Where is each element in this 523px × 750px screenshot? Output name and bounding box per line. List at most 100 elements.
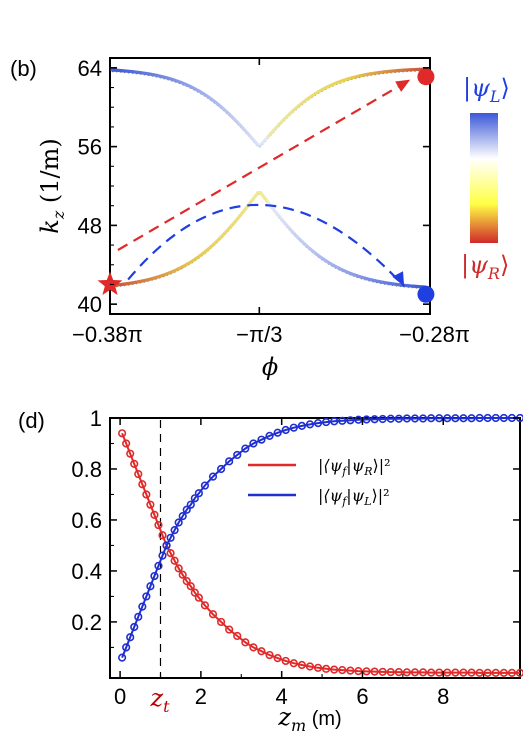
x-tick-label: 4: [276, 684, 288, 709]
data-point: [208, 610, 218, 619]
data-point: [289, 423, 298, 432]
data-point: [410, 668, 420, 677]
data-point: [257, 435, 266, 444]
data-point: [158, 531, 167, 540]
path-arrows: [117, 78, 411, 288]
data-point: [378, 414, 387, 424]
data-point: [170, 556, 179, 565]
data-point: [281, 425, 290, 435]
panel-b-ticks: 40 48 56 64 −0.38π −π/3 −0.28π: [72, 56, 470, 347]
data-point: [166, 548, 175, 558]
data-point: [138, 480, 147, 489]
data-point: [265, 650, 274, 660]
y-label-k: k: [36, 219, 64, 234]
data-point: [273, 428, 282, 437]
data-point: [370, 667, 379, 676]
data-point: [305, 420, 315, 429]
data-point: [467, 414, 476, 423]
data-point: [322, 417, 331, 427]
colorbar-top-label: |ψL⟩: [463, 74, 510, 106]
data-point: [475, 668, 484, 678]
data-point: [378, 667, 387, 676]
data-point: [233, 631, 242, 641]
data-point: [194, 489, 203, 498]
state-markers: [97, 68, 435, 303]
data-point: [370, 415, 379, 424]
data-point: [483, 668, 492, 678]
y-tick-label: 56: [78, 135, 102, 160]
data-point: [451, 668, 460, 677]
arrow-path-0: [117, 78, 411, 251]
data-point: [134, 612, 143, 621]
y-tick-label: 0.6: [71, 508, 102, 533]
x-tick-label: 0: [114, 684, 126, 709]
data-point: [273, 654, 282, 663]
data-point: [200, 601, 210, 610]
data-point: [208, 472, 218, 481]
data-point: [166, 533, 175, 542]
data-point: [402, 414, 411, 423]
data-point: [515, 668, 523, 678]
data-point: [313, 418, 323, 428]
data-point: [402, 668, 411, 677]
data-point: [427, 414, 436, 423]
data-point: [491, 413, 500, 423]
svg-text:kz (1/m): kz (1/m): [36, 138, 68, 233]
colorbar: |ψL⟩ |ψR⟩: [461, 74, 510, 283]
data-point: [122, 439, 131, 448]
upper-band: [110, 67, 427, 148]
legend-entry: |⟨ψf|ψL⟩|²: [318, 486, 390, 508]
data-point: [386, 414, 395, 423]
y-tick-label: 64: [78, 56, 102, 81]
data-point: [281, 656, 290, 666]
data-point: [499, 413, 508, 423]
arrow-path-1: [127, 203, 405, 288]
data-point: [386, 668, 395, 677]
data-point: [459, 414, 468, 423]
data-point: [305, 662, 315, 671]
data-point: [118, 653, 127, 662]
data-point: [186, 582, 195, 591]
data-point: [346, 416, 355, 425]
x-tick-label: 6: [356, 684, 368, 709]
data-point: [130, 622, 139, 632]
x-tick-label: −0.38π: [72, 322, 143, 347]
data-point: [216, 617, 226, 627]
series-L: [118, 413, 523, 662]
data-point: [499, 668, 508, 678]
data-point: [186, 500, 195, 509]
series-line: [121, 432, 520, 674]
data-point: [216, 464, 226, 474]
data-point: [190, 588, 199, 597]
y-tick-label: 40: [78, 292, 102, 317]
data-point: [233, 450, 242, 460]
marker-circle-1: [417, 285, 435, 303]
data-point: [146, 500, 155, 509]
transition-line: zt: [149, 420, 170, 716]
data-point: [289, 659, 298, 668]
data-point: [174, 564, 183, 573]
data-point: [249, 643, 258, 652]
data-point: [134, 469, 143, 479]
data-point: [346, 666, 355, 675]
data-point: [142, 490, 151, 499]
y-tick-label: 0.4: [71, 559, 102, 584]
data-point: [150, 571, 159, 581]
panel-d-x-axis-label: zm (m): [277, 703, 341, 735]
data-point: [178, 570, 187, 579]
data-point: [459, 668, 468, 677]
panel-b-label: (b): [10, 56, 37, 81]
data-point: [126, 449, 135, 458]
data-point: [225, 457, 234, 466]
data-point: [418, 668, 428, 677]
panel-d-label: (d): [18, 408, 45, 433]
data-point: [394, 668, 403, 677]
colorbar-bottom-label: |ψR⟩: [461, 251, 509, 283]
y-tick-label: 0.2: [71, 610, 102, 635]
series-line: [121, 417, 520, 658]
panel-b-x-axis-label: ϕ: [262, 353, 278, 381]
data-point: [142, 592, 151, 601]
data-point: [154, 561, 163, 570]
